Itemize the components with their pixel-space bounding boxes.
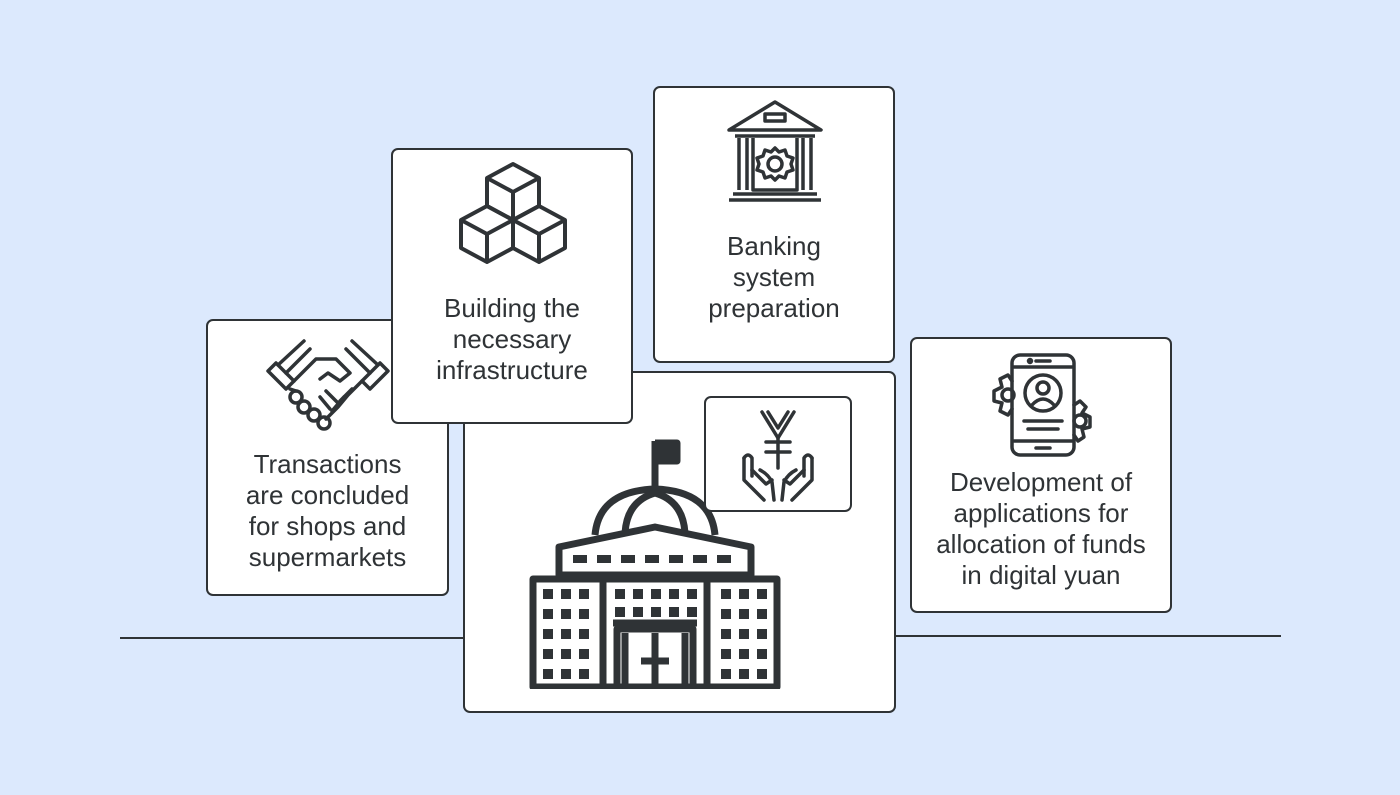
card-yuan-funds [704, 396, 852, 512]
card-applications: Development of applications for allocati… [910, 337, 1172, 613]
ground-line-left [120, 637, 465, 639]
ground-line-right [894, 635, 1281, 637]
government-building-icon [529, 437, 781, 689]
card-banking: Banking system preparation [653, 86, 895, 363]
smartphone-gears-icon [990, 351, 1096, 457]
yuan-hands-icon [738, 408, 818, 504]
handshake-icon [264, 331, 392, 435]
card-applications-label: Development of applications for allocati… [936, 467, 1146, 590]
card-transactions-label: Transactions are concluded for shops and… [245, 449, 410, 572]
card-infrastructure-label: Building the necessary infrastructure [436, 293, 588, 385]
card-infrastructure: Building the necessary infrastructure [391, 148, 633, 424]
card-banking-label: Banking system preparation [708, 231, 840, 323]
cubes-icon [457, 160, 569, 266]
bank-gear-icon [725, 98, 825, 204]
